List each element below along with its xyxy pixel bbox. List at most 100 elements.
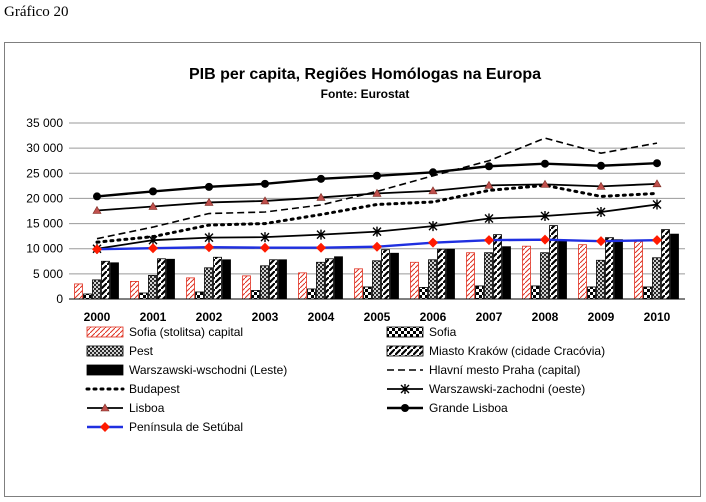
x-tick-label: 2000	[84, 310, 111, 324]
legend-item: Grande Lisboa	[387, 401, 508, 415]
bar-3	[596, 259, 605, 300]
series-point	[428, 221, 438, 232]
bar-5	[222, 259, 231, 300]
x-tick-label: 2004	[308, 310, 335, 324]
series-point	[372, 226, 382, 237]
bar-4	[437, 248, 446, 300]
series-point	[373, 171, 381, 180]
bar-2	[83, 293, 92, 300]
series-point	[316, 242, 326, 253]
bar-1	[130, 280, 139, 300]
series-point	[316, 192, 326, 201]
bar-4	[269, 259, 278, 300]
y-tick-label: 10 000	[26, 242, 63, 256]
bar-5	[278, 259, 287, 300]
series-point	[401, 404, 409, 412]
bar-1	[522, 245, 531, 300]
series-point	[317, 174, 325, 183]
bar-4	[213, 256, 222, 300]
y-tick-label: 30 000	[26, 141, 63, 155]
bar-2	[139, 292, 148, 300]
y-tick-label: 20 000	[26, 191, 63, 205]
y-tick-label: 25 000	[26, 166, 63, 180]
chart-svg: PIB per capita, Regiões Homólogas na Eur…	[26, 66, 685, 434]
bar-5	[614, 239, 623, 300]
legend-label: Warszawski-zachodni (oeste)	[429, 382, 585, 396]
bar-4	[605, 237, 614, 300]
series-point	[204, 232, 214, 243]
bar-3	[92, 279, 101, 300]
legend-item: Lisboa	[87, 401, 165, 415]
x-tick-label: 2007	[476, 310, 503, 324]
series-point	[597, 161, 605, 170]
bar-5	[670, 233, 679, 300]
x-tick-label: 2006	[420, 310, 447, 324]
bar-5	[166, 258, 175, 300]
series-point	[596, 207, 606, 218]
y-tick-label: 5 000	[33, 267, 63, 281]
series-point	[485, 162, 493, 171]
y-tick-label: 15 000	[26, 217, 63, 231]
bar-1	[74, 283, 83, 300]
legend-swatch	[386, 326, 424, 338]
series-point	[484, 213, 494, 224]
bar-5	[446, 248, 455, 300]
x-tick-label: 2002	[196, 310, 223, 324]
series-point	[204, 242, 214, 253]
legend-swatch	[86, 345, 124, 357]
legend-label: Lisboa	[129, 401, 165, 415]
series-point	[653, 159, 661, 168]
series-point	[428, 186, 438, 195]
legend-item: Miasto Kraków (cidade Cracóvia)	[386, 344, 605, 358]
series-point	[540, 234, 550, 245]
bar-3	[260, 265, 269, 300]
bar-5	[390, 252, 399, 300]
bar-5	[110, 262, 119, 300]
bar-2	[587, 286, 596, 300]
bar-1	[186, 277, 195, 300]
y-tick-label: 35 000	[26, 116, 63, 130]
bar-1	[410, 261, 419, 300]
legend-label: Sofia	[429, 325, 457, 339]
bar-3	[204, 267, 213, 300]
series-point	[652, 179, 662, 188]
series-point	[428, 237, 438, 248]
legend-swatch	[386, 345, 424, 357]
bar-2	[251, 290, 260, 300]
x-tick-label: 2005	[364, 310, 391, 324]
y-tick-label: 0	[56, 292, 63, 306]
series-point	[92, 205, 102, 214]
series-point	[372, 188, 382, 197]
legend-label: Warszawski-wschodni (Leste)	[129, 363, 287, 377]
series-point	[316, 229, 326, 240]
bar-5	[558, 239, 567, 300]
bar-1	[578, 244, 587, 300]
bar-2	[363, 286, 372, 300]
x-tick-label: 2008	[532, 310, 559, 324]
legend-label: Grande Lisboa	[429, 401, 508, 415]
legend: Sofia (stolitsa) capital Sofia Pest Miasto …	[85, 325, 605, 434]
legend-label: Hlavní mesto Praha (capital)	[429, 363, 580, 377]
series-point	[540, 211, 550, 222]
bar-4	[493, 234, 502, 300]
bar-3	[148, 274, 157, 300]
series-lines	[92, 137, 662, 255]
bar-5	[334, 256, 343, 300]
series-point	[540, 179, 550, 188]
legend-label: Sofia (stolitsa) capital	[129, 325, 243, 339]
bar-4	[381, 249, 390, 300]
x-tick-label: 2003	[252, 310, 279, 324]
legend-item: Sofia (stolitsa) capital	[86, 325, 243, 339]
legend-item: Pest	[86, 344, 154, 358]
series-point	[541, 159, 549, 168]
bar-4	[661, 229, 670, 300]
series-point	[400, 384, 410, 394]
bar-3	[540, 252, 549, 300]
series-point	[204, 197, 214, 206]
legend-label: Pest	[129, 344, 154, 358]
bar-3	[316, 261, 325, 300]
series-point	[148, 243, 158, 254]
legend-label: Península de Setúbal	[129, 420, 243, 434]
bar-4	[157, 258, 166, 300]
legend-label: Miasto Kraków (cidade Cracóvia)	[429, 344, 605, 358]
